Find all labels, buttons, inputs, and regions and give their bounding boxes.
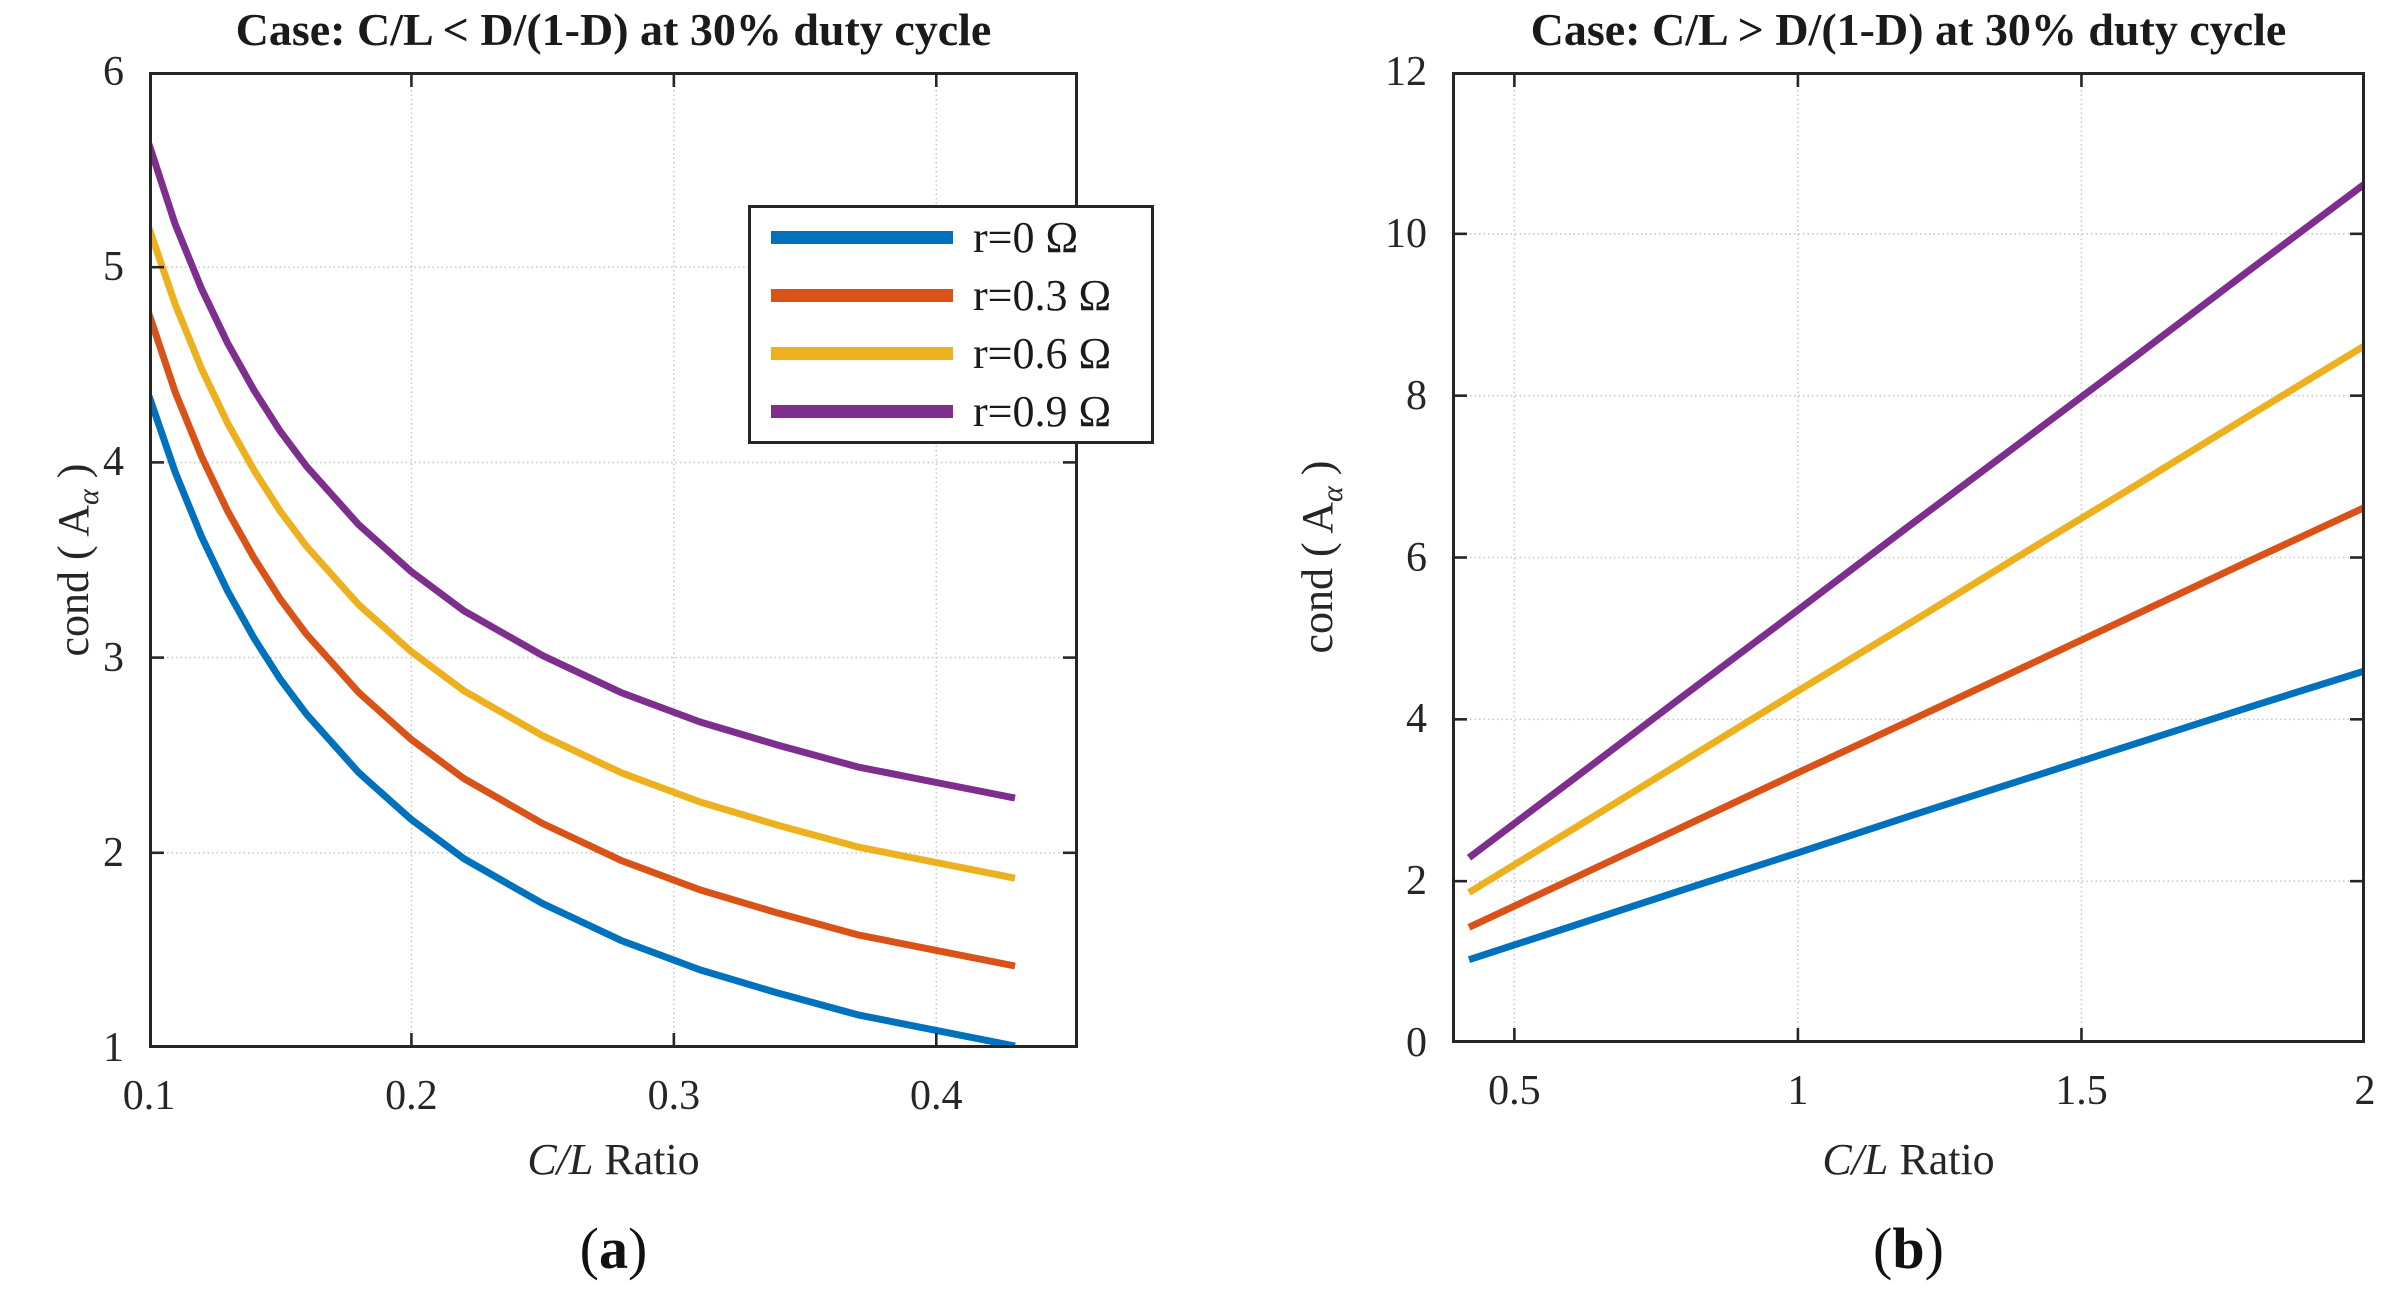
- caption-letter: b: [1892, 1216, 1925, 1281]
- caption-open-paren: (: [1873, 1216, 1893, 1281]
- series-line-3: [1466, 180, 2365, 861]
- x-axis-tick-label: 0.1: [122, 1073, 176, 1119]
- legend-line-swatch: [771, 347, 953, 361]
- legend-entry: r=0.6 Ω: [751, 325, 1151, 383]
- chart-a-plot-area: r=0 Ω r=0.3 Ω r=0.6 Ω r=0.9 Ω: [149, 72, 1154, 1048]
- series-line-2: [149, 227, 1016, 882]
- caption-close-paren: ): [1924, 1216, 1944, 1281]
- y-axis-tick-label: 2: [103, 829, 124, 876]
- xlabel-italic-part: C/L: [1822, 1135, 1889, 1184]
- y-axis-tick-label: 1: [103, 1025, 124, 1071]
- chart-b-x-axis-label: C/L Ratio: [1452, 1134, 2365, 1186]
- xlabel-italic-part: C/L: [527, 1135, 594, 1184]
- legend-label: r=0.9 Ω: [973, 387, 1112, 437]
- series-line-3: [149, 143, 1016, 802]
- x-axis-tick-label: 0.3: [647, 1073, 701, 1119]
- legend-label: r=0 Ω: [973, 212, 1079, 262]
- xlabel-rest-part: Ratio: [1888, 1135, 1995, 1184]
- legend-line-swatch: [771, 288, 953, 302]
- xlabel-rest-part: Ratio: [593, 1135, 700, 1184]
- y-axis-tick-label: 2: [1406, 858, 1427, 905]
- y-axis-tick-label: 4: [1406, 696, 1427, 743]
- y-axis-tick-label: 4: [103, 439, 124, 486]
- chart-a-legend: r=0 Ω r=0.3 Ω r=0.6 Ω r=0.9 Ω: [748, 205, 1154, 444]
- series-line-0: [149, 394, 1016, 1048]
- x-axis-tick-label: 2: [2354, 1068, 2376, 1114]
- chart-a-plot-canvas: [149, 72, 1078, 1048]
- ylabel-subscript: α: [71, 489, 105, 505]
- chart-b-title: Case: C/L > D/(1-D) at 30% duty cycle: [1530, 4, 2287, 55]
- series-line-0: [1467, 667, 2365, 964]
- caption-letter: a: [599, 1216, 628, 1281]
- chart-a-title: Case: C/L < D/(1-D) at 30% duty cycle: [235, 4, 992, 55]
- series-line-1: [149, 312, 1016, 970]
- legend-entry: r=0.9 Ω: [751, 383, 1151, 441]
- chart-b-plot-canvas: [1452, 72, 2365, 1043]
- y-axis-tick-label: 12: [1385, 49, 1427, 95]
- y-axis-tick-label: 8: [1406, 372, 1427, 419]
- chart-a-y-axis-label: cond ( Aα ): [48, 310, 105, 810]
- x-axis-tick-label: 1.5: [2055, 1068, 2108, 1114]
- y-axis-tick-label: 10: [1385, 210, 1427, 257]
- x-axis-tick-label: 1: [1787, 1068, 1809, 1114]
- x-axis-tick-label: 0.2: [385, 1073, 438, 1119]
- legend-line-swatch: [771, 230, 953, 244]
- axes-box: [1452, 72, 2365, 1043]
- axes-box: [149, 72, 1078, 1048]
- y-axis-tick-label: 6: [103, 49, 124, 95]
- y-axis-tick-label: 6: [1406, 534, 1427, 581]
- y-axis-tick-label: 3: [103, 634, 124, 681]
- legend-line-swatch: [771, 405, 953, 419]
- caption-close-paren: ): [628, 1216, 648, 1281]
- series-line-2: [1467, 342, 2365, 896]
- legend-entry: r=0.3 Ω: [751, 266, 1151, 324]
- legend-entry: r=0 Ω: [751, 208, 1151, 266]
- ylabel-text-end: ): [1293, 460, 1342, 487]
- chart-b-plot-area: r=0 Ωr=0.3 Ωr=0.6 Ωr=0.9 Ω: [1452, 72, 2365, 1043]
- x-axis-tick-label: 0.4: [910, 1073, 963, 1119]
- chart-a-caption: (a): [149, 1214, 1078, 1284]
- y-axis-tick-label: 0: [1406, 1020, 1427, 1066]
- ylabel-subscript: α: [1315, 486, 1349, 502]
- y-axis-tick-label: 5: [103, 244, 124, 291]
- legend-label: r=0.3 Ω: [973, 270, 1112, 320]
- chart-b-caption: (b): [1452, 1214, 2365, 1284]
- caption-open-paren: (: [579, 1216, 599, 1281]
- series-line-1: [1467, 504, 2365, 931]
- legend-label: r=0.6 Ω: [973, 329, 1112, 379]
- x-axis-tick-label: 0.5: [1488, 1068, 1541, 1114]
- chart-a-x-axis-label: C/L Ratio: [149, 1134, 1078, 1186]
